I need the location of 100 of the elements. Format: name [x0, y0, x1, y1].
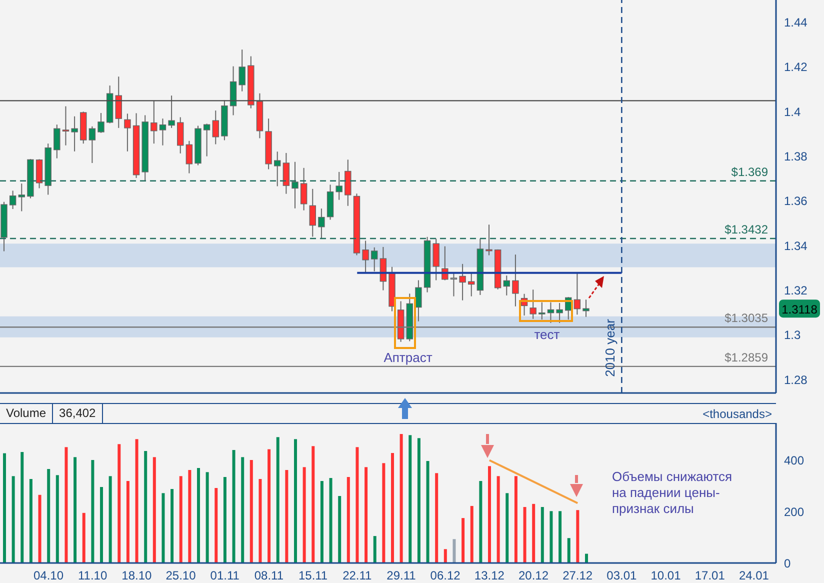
candlestick — [292, 161, 298, 209]
candlestick — [98, 112, 104, 134]
y-tick-label: 1.36 — [784, 194, 808, 208]
x-tick-label: 08.11 — [254, 568, 284, 583]
x-tick-label: 15.11 — [298, 568, 328, 583]
y-tick-label: 0 — [784, 556, 791, 570]
bar — [152, 457, 156, 563]
bar — [426, 461, 430, 563]
bar — [56, 475, 59, 563]
candlestick — [530, 289, 536, 320]
x-tick-label: 04.10 — [33, 568, 64, 583]
x-tick-label: 11.10 — [78, 568, 108, 583]
bar — [496, 476, 500, 563]
candlestick — [159, 118, 166, 146]
candlestick — [238, 49, 246, 92]
candlestick — [212, 110, 219, 145]
bar — [312, 446, 315, 563]
bar — [100, 486, 103, 563]
bar — [135, 439, 138, 563]
candlestick — [318, 208, 325, 239]
candlestick — [115, 76, 122, 128]
ref-line-label: 2010 year — [602, 318, 618, 377]
bar — [452, 539, 456, 563]
bar — [12, 476, 15, 563]
candlestick — [336, 171, 342, 200]
bar — [356, 447, 359, 563]
x-tick-label: 10.01 — [650, 568, 682, 583]
bar — [462, 518, 465, 563]
bar — [408, 435, 412, 563]
candlestick — [371, 246, 378, 272]
bar — [506, 493, 509, 563]
y-tick-label: 1.32 — [784, 284, 808, 298]
y-tick-label: 1.3 — [784, 328, 802, 342]
bar — [223, 476, 226, 563]
bar — [294, 439, 297, 563]
annotation: тест — [534, 327, 560, 343]
candlestick — [450, 272, 458, 297]
candlestick — [150, 100, 158, 144]
candlestick — [362, 240, 369, 273]
bar — [188, 470, 192, 563]
y-tick-label: 1.4 — [784, 104, 802, 119]
ref-line-label: $1.2859 — [724, 350, 768, 364]
bar — [488, 466, 491, 563]
bar — [82, 512, 86, 563]
x-tick-label: 01.11 — [210, 568, 240, 583]
bar — [162, 493, 165, 563]
bar — [74, 457, 77, 563]
bar — [329, 478, 332, 563]
bar — [400, 434, 403, 563]
bar — [206, 472, 209, 563]
bar — [47, 468, 50, 563]
bar — [479, 481, 482, 563]
bar — [382, 463, 386, 563]
candlestick — [62, 106, 70, 146]
y-tick-label: 1.28 — [784, 372, 808, 387]
bar — [320, 481, 324, 563]
x-tick-label: 27.12 — [562, 568, 593, 583]
y-tick-label: 1.34 — [784, 238, 808, 253]
candlestick — [88, 126, 96, 164]
bar — [232, 450, 236, 563]
candlestick — [300, 167, 308, 211]
candlestick — [432, 238, 440, 281]
bar — [108, 476, 112, 563]
y-tick-label: 200 — [784, 504, 804, 519]
y-tick-label: 1.42 — [784, 60, 808, 74]
bar — [550, 511, 553, 563]
candlestick — [459, 263, 466, 301]
candlestick — [468, 272, 475, 297]
y-tick-label: 400 — [784, 454, 804, 468]
y-axis-title: <thousands> — [702, 406, 773, 420]
bar — [346, 476, 350, 563]
bar — [118, 444, 121, 563]
bar — [241, 457, 244, 563]
bar — [364, 467, 368, 563]
bar — [391, 453, 394, 563]
bar — [373, 536, 376, 563]
bar — [285, 470, 288, 563]
x-tick-label: 20.12 — [518, 568, 549, 583]
bar — [144, 451, 148, 563]
candlestick — [71, 116, 78, 152]
candlestick — [177, 116, 184, 154]
candlestick — [9, 190, 16, 210]
chart-title: Volume — [0, 404, 54, 423]
bar — [268, 449, 271, 563]
bar — [170, 489, 174, 563]
y-tick-label: 1.44 — [784, 16, 808, 30]
candlestick — [547, 302, 554, 324]
x-tick-label: 17.01 — [694, 568, 726, 583]
bar — [3, 453, 6, 563]
candlestick — [18, 183, 25, 212]
x-tick-label: 25.10 — [166, 568, 196, 583]
bar — [250, 460, 253, 563]
bar — [20, 452, 24, 563]
candlestick — [282, 152, 290, 194]
bar — [444, 549, 447, 563]
bar — [126, 481, 130, 563]
candlestick — [168, 95, 175, 128]
candlestick — [574, 272, 581, 316]
x-tick-label: 03.01 — [606, 568, 638, 583]
candlestick — [503, 275, 510, 296]
